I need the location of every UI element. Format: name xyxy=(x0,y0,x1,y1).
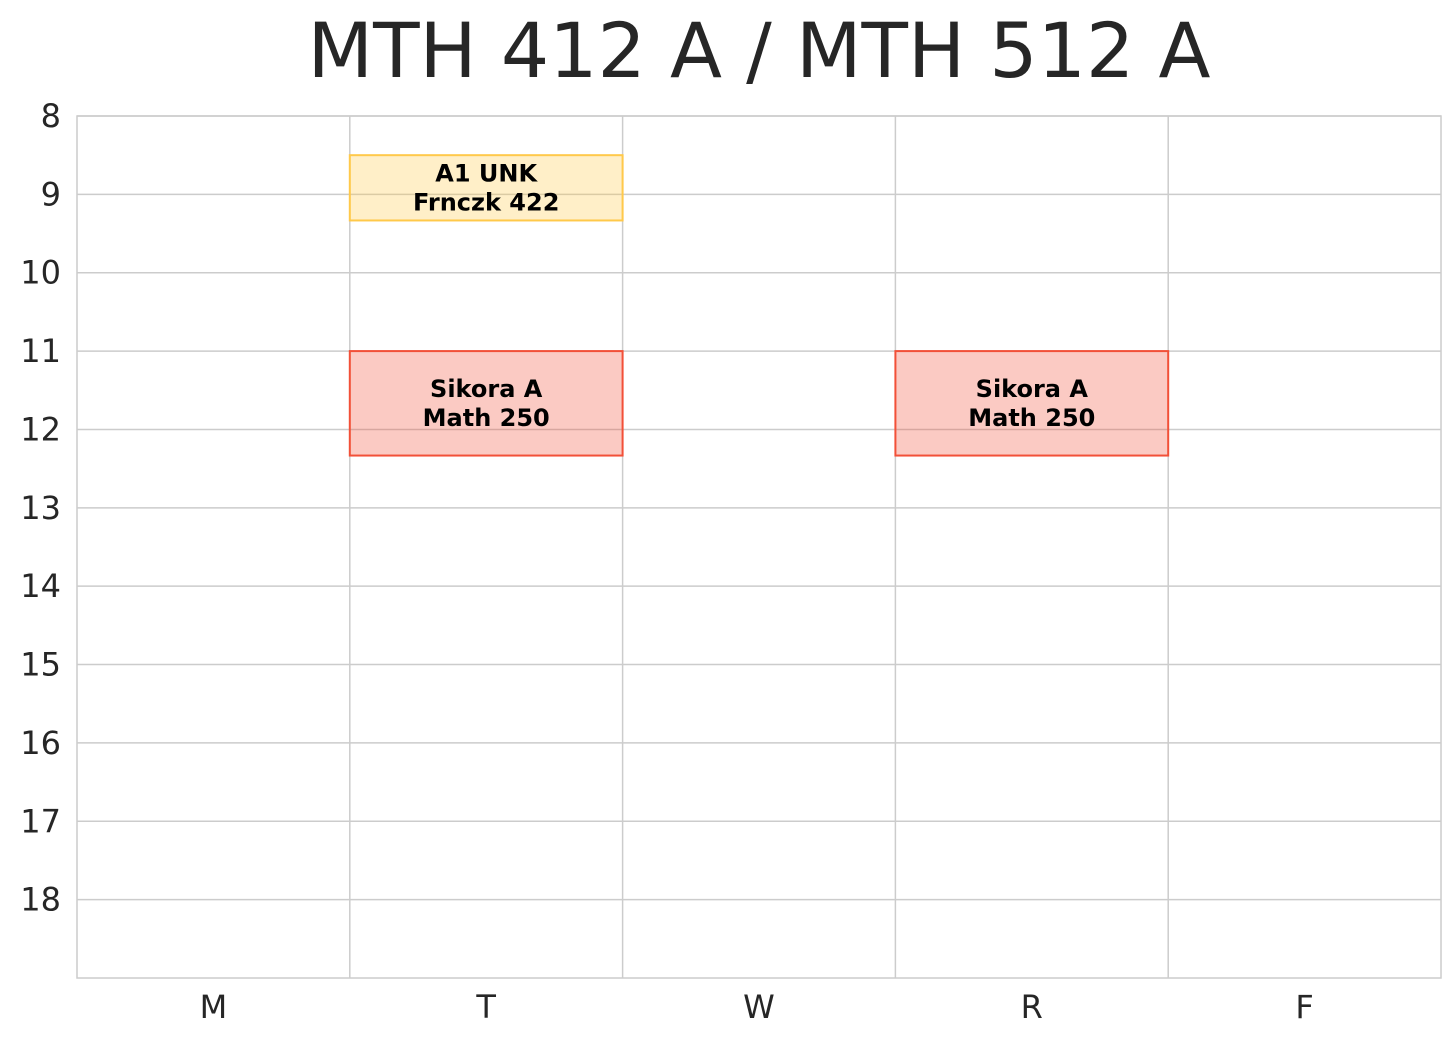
x-tick-label: W xyxy=(743,988,775,1026)
x-tick-label: M xyxy=(200,988,228,1026)
event-label: A1 UNK xyxy=(435,159,538,187)
event-label: Sikora A xyxy=(430,375,543,403)
grid xyxy=(77,115,1441,978)
event-label: Sikora A xyxy=(976,375,1089,403)
event-label: Frnczk 422 xyxy=(413,188,559,216)
event-block xyxy=(348,350,624,457)
y-tick-label: 10 xyxy=(20,254,61,292)
y-tick-label: 14 xyxy=(20,567,61,605)
y-tick-label: 18 xyxy=(20,881,61,919)
x-tick-label: R xyxy=(1021,988,1043,1026)
y-tick-label: 17 xyxy=(20,802,61,840)
event-block xyxy=(894,350,1170,457)
y-tick-label: 11 xyxy=(20,332,61,370)
x-tick-label: F xyxy=(1295,988,1313,1026)
plot-frame xyxy=(76,115,1442,979)
event-label: Math 250 xyxy=(423,404,550,432)
y-tick-label: 15 xyxy=(20,646,61,684)
y-tick-label: 12 xyxy=(20,410,61,448)
y-tick-label: 16 xyxy=(20,724,61,762)
event-block xyxy=(348,154,624,222)
x-tick-label: T xyxy=(475,988,496,1026)
event-label: Math 250 xyxy=(968,404,1095,432)
y-tick-label: 8 xyxy=(41,97,61,135)
chart-title: MTH 412 A / MTH 512 A xyxy=(308,6,1211,95)
ticks: 8 9 10 11 12 13 14 15 16 17 18 M T W R F xyxy=(20,97,1314,1026)
y-tick-label: 13 xyxy=(20,489,61,527)
y-tick-label: 9 xyxy=(41,175,61,213)
